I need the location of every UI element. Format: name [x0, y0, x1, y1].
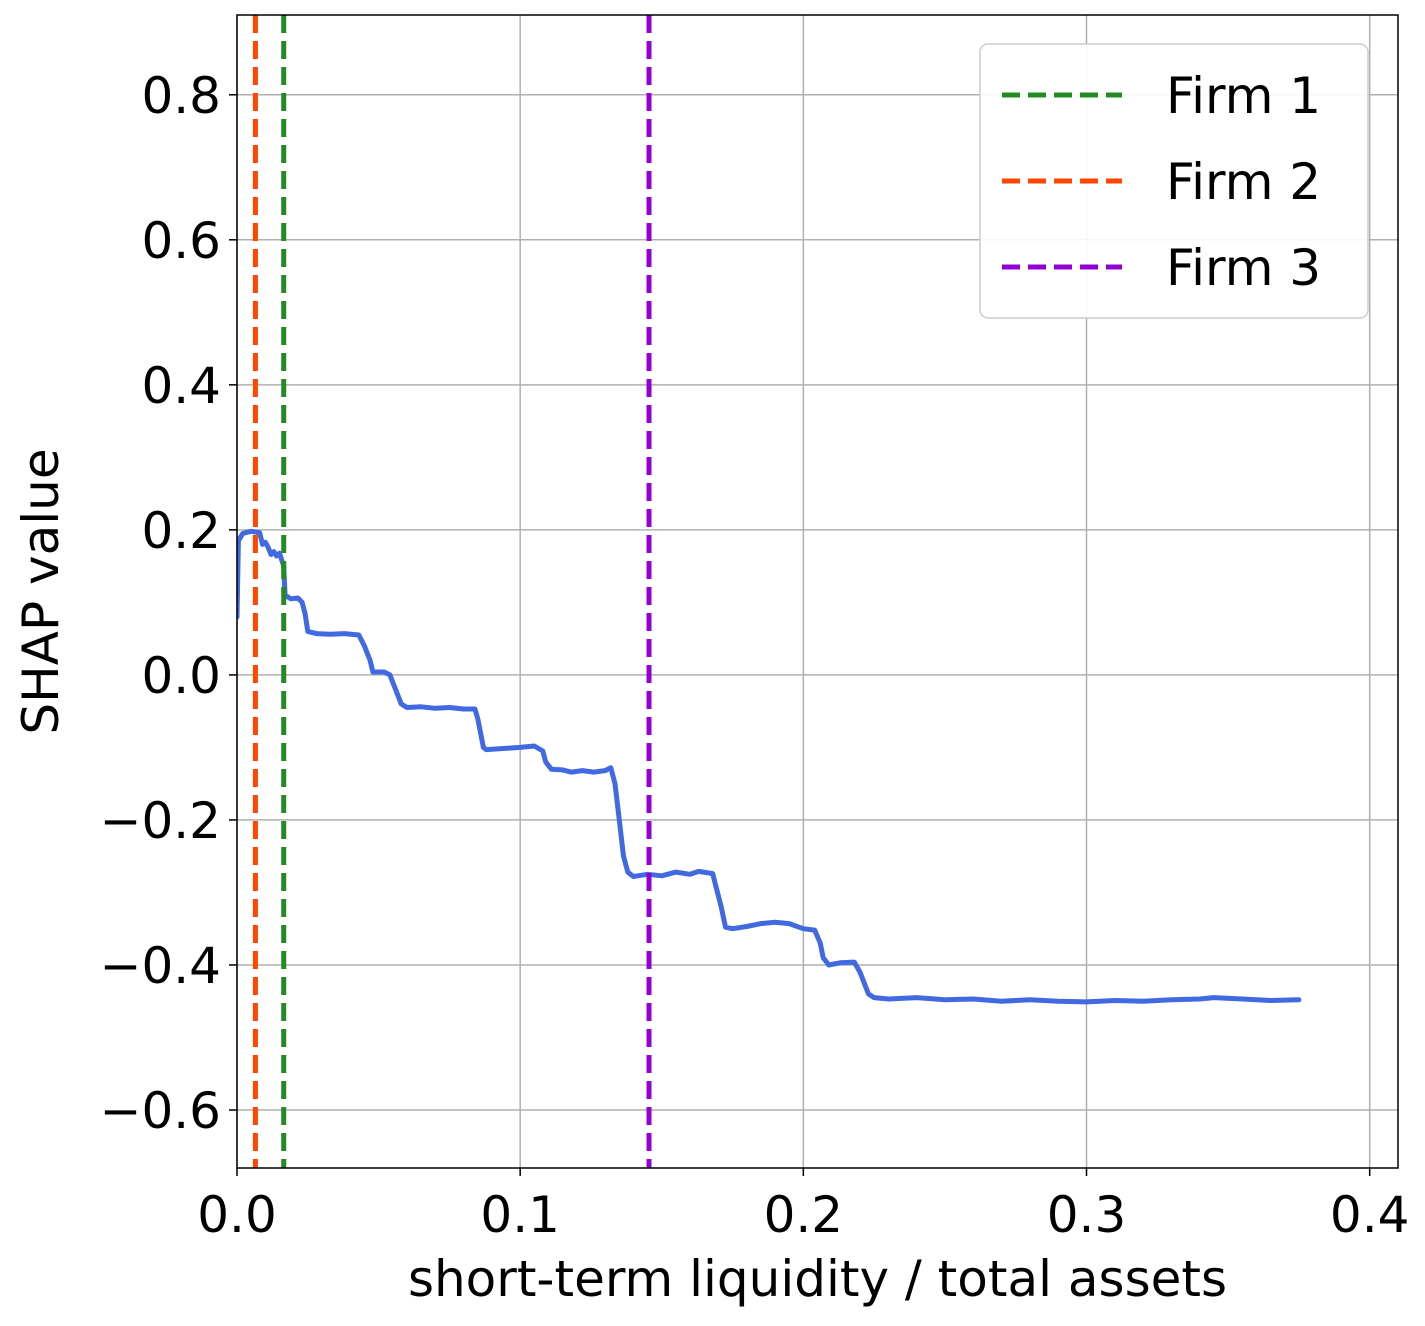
- series-layer: [237, 528, 1302, 1005]
- y-tick-label: 0.6: [141, 212, 221, 270]
- y-axis-label: SHAP value: [12, 448, 70, 734]
- legend-box: [979, 43, 1369, 319]
- vline-layer: [252, 15, 652, 1168]
- shap-series-line: [237, 528, 1302, 1005]
- x-axis-label: short-term liquidity / total assets: [408, 1250, 1227, 1308]
- x-tick-label: 0.0: [197, 1186, 277, 1244]
- x-tick-label: 0.3: [1047, 1186, 1127, 1244]
- legend-label: Firm 2: [1166, 153, 1321, 211]
- legend-label: Firm 1: [1166, 67, 1321, 125]
- x-tick-label: 0.4: [1330, 1186, 1410, 1244]
- grid: [236, 15, 1398, 1168]
- ticks: 0.0 0.1 0.2 0.3 0.4 0.8 0.6 0.4 0.2 0.0 −0.2 −0.4 −0…: [100, 67, 1410, 1244]
- plot-frame: [236, 14, 1399, 1169]
- y-tick-label: 0.2: [141, 502, 221, 560]
- y-tick-label: −0.2: [100, 792, 221, 850]
- x-tick-label: 0.2: [764, 1186, 844, 1244]
- y-tick-label: −0.4: [100, 937, 221, 995]
- y-tick-label: 0.4: [141, 357, 221, 415]
- y-tick-label: −0.6: [100, 1082, 221, 1140]
- y-tick-label: 0.8: [141, 67, 221, 125]
- y-tick-label: 0.0: [141, 647, 221, 705]
- legend-label: Firm 3: [1166, 239, 1321, 297]
- x-tick-label: 0.1: [480, 1186, 560, 1244]
- legend: Firm 1 Firm 2 Firm 3: [979, 43, 1369, 319]
